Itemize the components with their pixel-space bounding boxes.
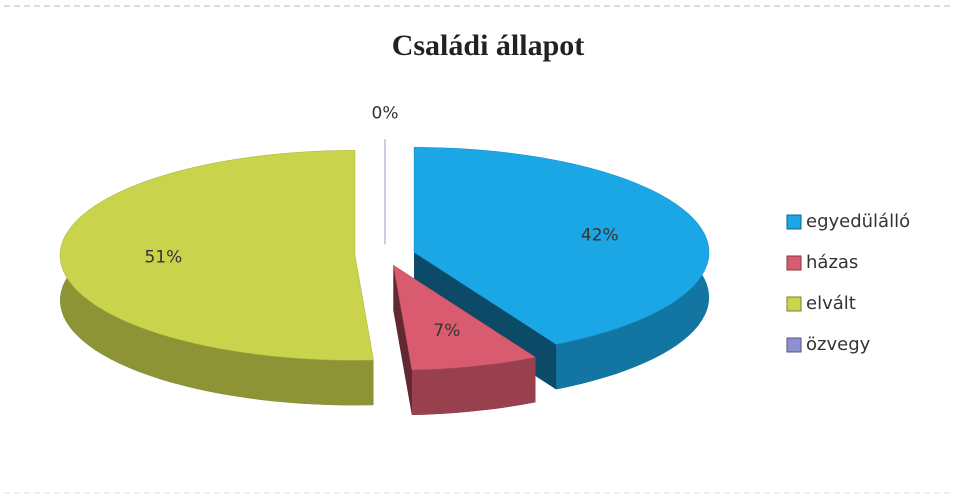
legend-label: egyedülálló: [806, 211, 910, 232]
legend-label: házas: [806, 252, 858, 273]
slice: [393, 264, 537, 371]
legend-label: elvált: [806, 293, 856, 314]
slice: [59, 150, 374, 361]
legend-swatch: [786, 214, 802, 230]
legend-label: özvegy: [806, 334, 871, 355]
legend-swatch: [786, 255, 802, 271]
legend-swatch: [786, 337, 802, 353]
legend-swatch: [786, 296, 802, 312]
pie: 42% 7% 51% 0%: [59, 103, 710, 416]
data-label: 7%: [433, 321, 460, 341]
data-label: 0%: [372, 103, 399, 123]
slice-wall: [393, 265, 412, 416]
chart-title: Családi állapot: [392, 29, 585, 62]
legend: egyedülálló házas elvált özvegy: [786, 211, 910, 355]
data-label: 51%: [145, 248, 183, 268]
data-label: 42%: [581, 225, 619, 245]
slice-side: [411, 357, 536, 415]
slice: [413, 147, 710, 345]
pie-tops: 42% 7% 51% 0%: [59, 103, 710, 371]
